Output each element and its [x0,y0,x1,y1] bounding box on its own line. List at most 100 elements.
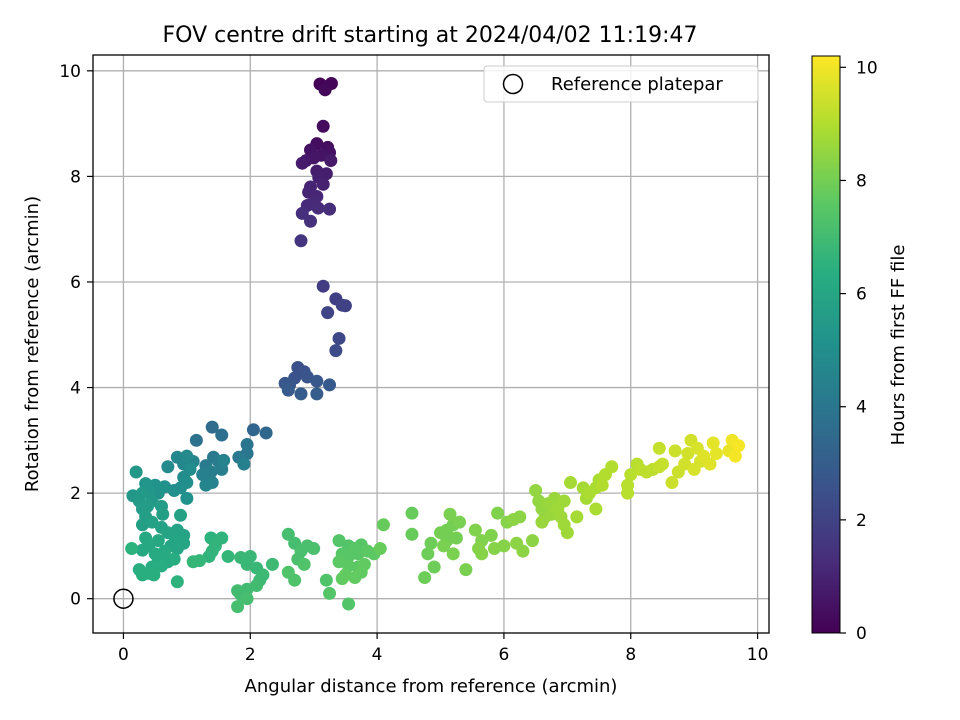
y-axis-label: Rotation from reference (arcmin) [22,196,43,492]
data-point [437,539,451,553]
data-point [170,575,184,589]
x-tick-label: 8 [625,645,636,665]
data-point [324,154,338,168]
data-point [310,374,324,388]
data-point [231,584,245,598]
colorbar-ticks: 0 2 4 6 8 10 [840,58,878,644]
data-point [156,507,170,521]
data-point [129,465,143,479]
data-point [557,494,571,508]
data-point [288,573,302,587]
data-point [652,441,666,455]
data-point [170,450,184,464]
y-ticks: 0 2 4 6 8 10 [59,62,93,610]
data-point [497,539,511,553]
data-point [589,502,603,516]
data-point [338,299,352,313]
data-point [161,460,175,474]
colorbar-tick-label: 2 [856,511,867,531]
data-point [560,526,574,540]
data-point [323,586,337,600]
data-point [516,544,530,558]
data-point [446,547,460,561]
data-point [180,449,194,463]
data-point [706,436,720,450]
data-point [240,592,254,606]
data-point [449,531,463,545]
data-point [246,423,260,437]
data-point [323,202,337,216]
data-point [208,539,222,553]
data-point [427,560,441,574]
data-point [265,557,279,571]
data-point [170,542,184,556]
y-tick-label: 0 [70,590,81,610]
data-point [217,453,231,467]
x-tick-label: 6 [499,645,510,665]
colorbar-tick-label: 10 [856,58,878,78]
data-point [376,518,390,532]
data-point [529,483,543,497]
data-point [453,515,467,529]
x-tick-label: 10 [747,645,769,665]
data-point [418,571,432,585]
y-tick-label: 2 [70,484,81,504]
data-point [535,515,549,529]
data-point [332,331,346,345]
data-point [281,527,295,541]
x-axis-label: Angular distance from reference (arcmin) [245,676,618,697]
data-point [221,549,235,563]
data-point [459,563,473,577]
data-point [564,476,578,490]
data-point [491,506,505,520]
data-point [405,527,419,541]
data-point [321,306,335,320]
legend-box [483,65,759,103]
data-point [297,557,311,571]
data-point [307,542,321,556]
data-point [703,457,717,471]
data-point [125,542,139,556]
legend: Reference platepar [483,65,759,103]
data-point [513,510,527,524]
data-points [125,77,746,614]
data-point [135,543,149,557]
x-tick-label: 0 [118,645,129,665]
data-point [732,439,746,453]
colorbar-tick-label: 4 [856,398,867,418]
data-point [605,460,619,474]
data-point [316,177,330,191]
data-point [332,534,346,548]
data-point [295,206,309,220]
data-point [468,523,482,537]
data-point [294,387,308,401]
data-point [678,457,692,471]
colorbar-tick-label: 0 [856,624,867,644]
colorbar: 0 2 4 6 8 10 Hours from first FF file [811,55,909,644]
data-point [205,420,219,434]
data-point [595,478,609,492]
x-tick-label: 4 [372,645,383,665]
data-point [310,387,324,401]
colorbar-label: Hours from first FF file [888,245,909,446]
data-point [311,201,325,215]
data-point [342,597,356,611]
y-tick-label: 10 [59,62,81,82]
data-point [665,476,679,490]
data-point [728,449,742,463]
data-point [655,457,669,471]
plot-frame [92,54,770,634]
data-point [319,573,333,587]
data-point [525,534,539,548]
data-point [668,444,682,458]
data-point [151,534,165,548]
data-point [240,438,254,452]
grid [93,55,769,633]
data-point [484,528,498,542]
colorbar-gradient [811,55,841,634]
data-point [231,600,245,614]
reference-marker [113,588,134,609]
data-point [624,468,638,482]
colorbar-tick-label: 6 [856,285,867,305]
